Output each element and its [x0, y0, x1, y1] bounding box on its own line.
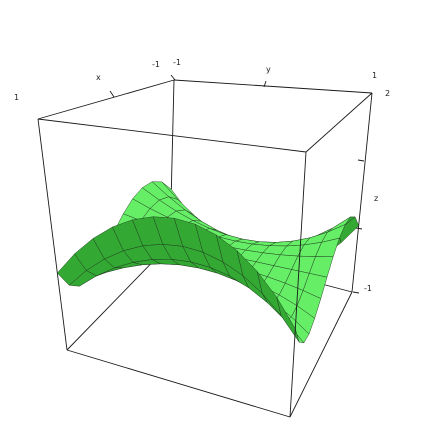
box-edge-back-top-right	[173, 79, 373, 94]
z-tick-top-label: 2	[385, 89, 390, 98]
box-front-edges	[37, 92, 373, 418]
y-axis-label: y	[266, 65, 271, 74]
z-tick-bottom-label: -1	[364, 284, 372, 293]
z-axis-label: z	[374, 194, 378, 203]
z-axis-tick-upper	[357, 159, 365, 162]
x-end-tick	[170, 74, 176, 81]
box-edge-left-vertical	[37, 118, 68, 351]
y-tick-left-label: -1	[173, 58, 181, 67]
x-axis-tick	[109, 90, 115, 98]
x-tick-left-label: 1	[14, 93, 19, 102]
x-axis-label: x	[96, 73, 101, 82]
tick-marks	[109, 74, 365, 294]
axis-labels: 1 x -1 -1 y 1 2 z -1	[14, 58, 390, 293]
box-edge-front-top-left	[37, 118, 307, 153]
box-edge-right-vertical	[351, 92, 373, 293]
box-edge-front-bottom-left	[66, 349, 291, 418]
box-edge-front-vertical	[289, 151, 307, 418]
z-axis-tick-mid	[355, 227, 363, 230]
surface-mesh	[57, 181, 359, 344]
y-axis-tick	[263, 80, 267, 88]
box-edge-back-top-left	[37, 79, 175, 120]
x-tick-right-label: -1	[152, 60, 160, 69]
y-tick-right-label: 1	[372, 71, 377, 80]
z-axis-tick-lower	[352, 291, 360, 294]
box-edge-front-top-right	[305, 92, 373, 153]
box-edge-front-bottom-right	[289, 291, 353, 418]
box-back-edges	[37, 79, 373, 351]
